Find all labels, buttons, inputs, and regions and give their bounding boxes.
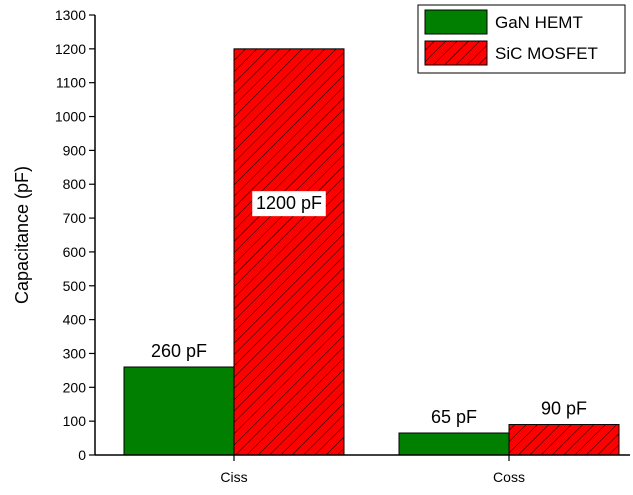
y-tick-label: 1100 [56, 75, 86, 91]
data-label: 65 pF [431, 407, 477, 427]
y-tick-label: 300 [63, 345, 87, 361]
legend-label: GaN HEMT [495, 13, 583, 32]
x-axis-ticks: Ciss Coss [220, 455, 525, 485]
bar-gan-hemt-ciss [123, 366, 235, 456]
data-label: 90 pF [541, 399, 587, 419]
legend-label: SiC MOSFET [495, 44, 598, 63]
y-tick-label: 1000 [55, 109, 86, 125]
y-tick-label: 500 [63, 278, 87, 294]
y-tick-label: 0 [78, 447, 86, 463]
y-axis-title: Capacitance (pF) [12, 166, 32, 304]
y-tick-label: 1200 [55, 41, 86, 57]
bar-sic-mosfet-ciss [233, 48, 345, 456]
data-label-background [252, 191, 326, 217]
bar-gan-hemt-coss [398, 432, 510, 456]
y-tick-label: 200 [63, 379, 87, 395]
y-tick-label: 800 [63, 176, 87, 192]
y-tick-label: 1300 [55, 7, 86, 23]
data-labels-group: 260 pF 1200 pF 65 pF 90 pF [151, 191, 587, 427]
y-tick-label: 400 [63, 312, 87, 328]
data-label: 1200 pF [256, 193, 322, 213]
y-tick-label: 600 [63, 244, 87, 260]
y-axis-ticks: 0 100 200 300 400 500 600 700 800 900 1000 1100 1200… [55, 7, 95, 463]
x-tick-label-ciss: Ciss [220, 469, 247, 485]
legend-swatch-gan-hemt [424, 9, 488, 35]
y-tick-label: 700 [63, 210, 87, 226]
bars-group [123, 48, 620, 456]
plot-frame [94, 15, 630, 456]
y-tick-label: 100 [63, 413, 87, 429]
data-label: 260 pF [151, 341, 207, 361]
y-tick-label: 900 [63, 142, 87, 158]
legend-swatch-sic-mosfet [424, 40, 488, 66]
legend: GaN HEMT SiC MOSFET [417, 4, 626, 74]
bar-sic-mosfet-coss [508, 424, 620, 456]
x-tick-label-coss: Coss [493, 469, 525, 485]
